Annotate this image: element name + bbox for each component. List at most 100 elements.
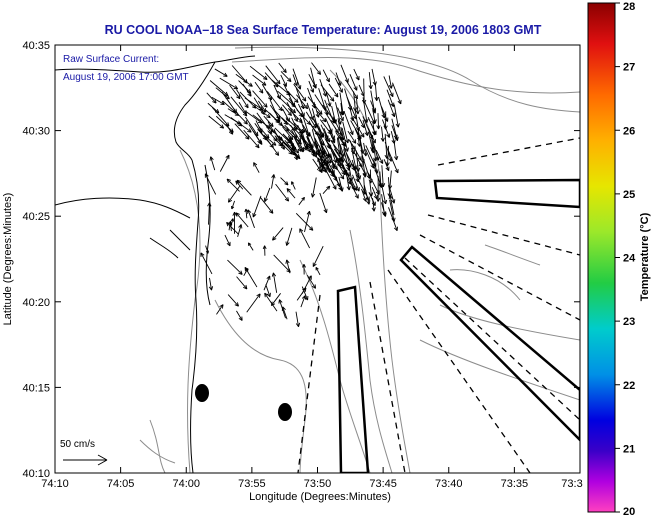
current-vector — [291, 117, 298, 130]
current-vector — [388, 195, 395, 216]
current-vector — [263, 115, 274, 127]
x-tick-label: 73:3 — [561, 478, 582, 490]
current-vector — [209, 80, 229, 97]
x-tick-label: 73:45 — [369, 478, 397, 490]
current-vector — [354, 110, 361, 132]
current-vector — [238, 80, 252, 94]
current-vector — [216, 304, 224, 315]
current-vector — [335, 102, 342, 125]
current-vector — [265, 284, 271, 298]
current-vector — [200, 252, 213, 275]
x-tick-label: 74:10 — [41, 478, 69, 490]
current-vector — [247, 242, 254, 251]
current-vector — [271, 174, 276, 189]
current-vector — [383, 111, 388, 130]
current-vector — [381, 106, 389, 122]
current-vector — [311, 108, 319, 128]
current-vector — [315, 266, 321, 276]
current-vector — [325, 113, 339, 134]
current-vector — [308, 80, 315, 93]
y-tick-label: 40:10 — [22, 468, 50, 480]
current-vector — [378, 96, 386, 119]
current-vector — [293, 83, 307, 102]
current-vector — [301, 275, 312, 295]
current-vector — [362, 116, 374, 140]
current-vector — [319, 192, 328, 214]
current-vector — [215, 115, 234, 133]
current-vector — [224, 114, 242, 125]
y-tick-label: 40:15 — [22, 382, 50, 394]
colorbar-label: Temperature (°C) — [639, 212, 651, 301]
current-vector — [334, 77, 343, 93]
current-vector — [230, 96, 248, 117]
current-vector — [312, 158, 323, 173]
current-vector — [237, 224, 243, 237]
current-vector — [370, 90, 377, 112]
x-axis-label: Longitude (Degrees:Minutes) — [249, 491, 391, 503]
current-vector — [316, 154, 331, 171]
current-vector — [361, 78, 367, 104]
current-vector — [324, 99, 335, 124]
current-vector — [310, 177, 317, 198]
current-vector — [234, 123, 250, 140]
figure-title: RU COOL NOAA–18 Sea Surface Temperature:… — [105, 23, 542, 37]
x-tick-label: 73:55 — [238, 478, 266, 490]
current-vector — [318, 88, 327, 111]
current-vector — [249, 65, 268, 81]
current-vector — [278, 62, 287, 74]
coastline — [55, 55, 256, 473]
shipping-lane-polygons — [336, 178, 580, 473]
current-vector — [246, 293, 261, 313]
legend-line-1: Raw Surface Current: — [63, 54, 159, 65]
current-vector — [376, 113, 381, 130]
current-vector — [322, 185, 331, 195]
current-vector — [333, 163, 345, 180]
current-vector — [263, 275, 271, 291]
current-vector — [280, 74, 287, 87]
current-vector — [374, 84, 379, 101]
current-vector — [239, 91, 257, 109]
current-vector — [383, 76, 394, 98]
current-vector — [206, 92, 217, 104]
current-vector — [388, 207, 398, 231]
current-vector — [247, 209, 255, 229]
current-vector — [325, 91, 332, 107]
current-vector — [204, 173, 217, 195]
current-vector — [280, 71, 292, 83]
current-vector — [205, 245, 209, 254]
current-vector — [224, 234, 231, 247]
current-vector — [252, 195, 262, 218]
current-vector — [219, 77, 239, 90]
current-vector — [304, 210, 311, 233]
current-vector — [252, 90, 268, 108]
current-vector — [297, 124, 309, 149]
current-vector — [287, 107, 303, 124]
current-vector — [271, 79, 291, 96]
current-vector — [273, 84, 281, 100]
current-vector — [285, 259, 291, 274]
current-vector — [231, 65, 248, 84]
current-vector — [256, 112, 273, 134]
current-vector — [371, 198, 376, 212]
bathymetry-contours — [139, 46, 580, 473]
current-vector — [347, 130, 357, 144]
current-vector — [309, 132, 320, 155]
current-vector — [265, 65, 281, 85]
current-vector — [259, 196, 274, 214]
shipping-lane-lines — [297, 137, 580, 473]
current-vector — [302, 263, 306, 275]
colorbar-tick-label: 20 — [623, 506, 635, 518]
x-tick-label: 74:00 — [172, 478, 200, 490]
current-vector — [386, 89, 395, 107]
current-vector — [226, 178, 240, 192]
current-vector — [319, 78, 327, 97]
current-vector — [392, 82, 402, 105]
current-vector — [244, 208, 248, 219]
current-vector — [341, 127, 349, 152]
current-vector — [209, 156, 216, 171]
y-tick-label: 40:20 — [22, 297, 50, 309]
colorbar-tick-label: 24 — [623, 253, 636, 265]
y-axis-label: Latitude (Degrees:Minutes) — [2, 193, 14, 326]
current-vector — [282, 126, 294, 141]
x-tick-label: 73:40 — [435, 478, 463, 490]
